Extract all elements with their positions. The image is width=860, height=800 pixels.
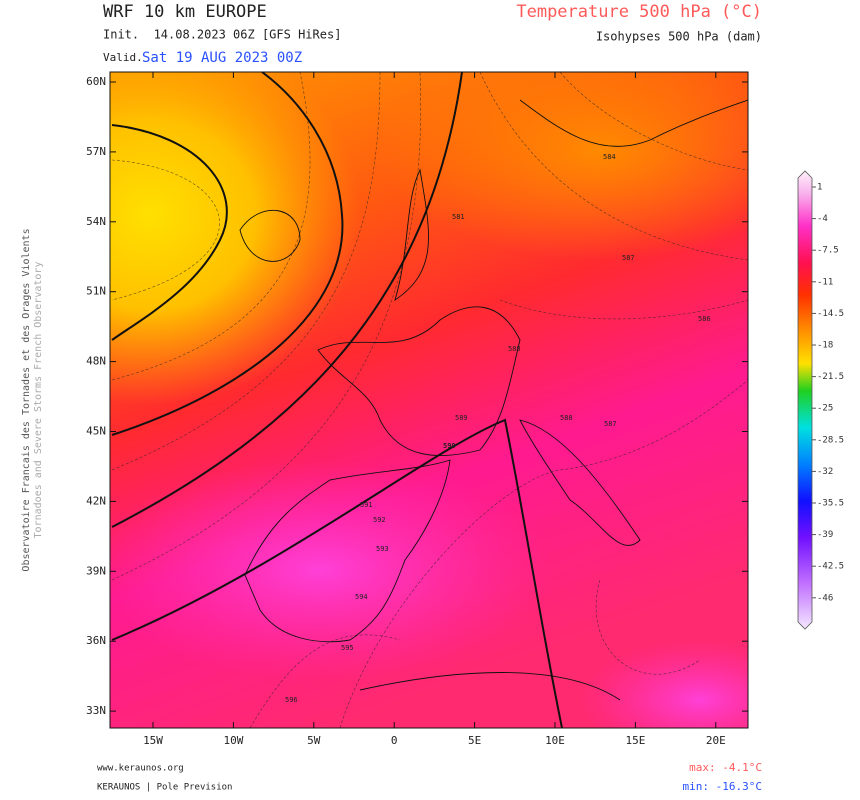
colorbar-label: -21.5 xyxy=(817,372,844,382)
lon-label: 15E xyxy=(625,734,645,747)
colorbar-label: -25 xyxy=(817,404,833,414)
lat-label: 36N xyxy=(86,634,106,647)
lon-label: 20E xyxy=(706,734,726,747)
lat-label: 57N xyxy=(86,145,106,158)
side-text: Observatoire Francais des Tornades et de… xyxy=(21,228,32,571)
map-field: 581 584 587 588 586 589 590 591 592 593 … xyxy=(110,72,748,728)
colorbar-label: -4 xyxy=(817,214,828,224)
colorbar-label: -11 xyxy=(817,277,833,287)
contour-label: 596 xyxy=(285,696,298,704)
contour-label: 584 xyxy=(603,153,616,161)
side-text: Tornadoes and Severe Storms French Obser… xyxy=(33,262,44,539)
lon-label: 10E xyxy=(545,734,565,747)
contour-labels: 581 584 587 588 586 589 590 591 592 593 … xyxy=(285,153,711,704)
contour-label: 590 xyxy=(443,442,456,450)
contour-label: 587 xyxy=(604,420,617,428)
lat-label: 42N xyxy=(86,494,106,507)
contour-label: 588 xyxy=(560,414,573,422)
warm-core xyxy=(580,640,748,728)
contour-title: Isohypses 500 hPa (dam) xyxy=(596,30,762,44)
colorbar-label: 1 xyxy=(817,183,822,193)
contour-label: 595 xyxy=(341,644,354,652)
lat-label: 54N xyxy=(86,215,106,228)
warm-core xyxy=(110,460,550,680)
colorbar-label: -35.5 xyxy=(817,499,844,509)
lat-label: 39N xyxy=(86,564,106,577)
side-credit: Observatoire Francais des Tornades et de… xyxy=(21,228,44,571)
lat-label: 51N xyxy=(86,285,106,298)
init-time: Init. 14.08.2023 06Z [GFS HiRes] xyxy=(103,28,341,42)
cold-core xyxy=(110,72,360,405)
colorbar-label: -42.5 xyxy=(817,562,844,572)
model-title: WRF 10 km EUROPE xyxy=(103,2,267,22)
max-value: max: -4.1°C xyxy=(689,761,762,774)
valid-label: Valid. xyxy=(103,51,143,64)
website: www.keraunos.org xyxy=(97,764,184,774)
lat-label: 33N xyxy=(86,704,106,717)
lon-label: 10W xyxy=(223,734,243,747)
lat-label: 48N xyxy=(86,355,106,368)
lon-label: 5W xyxy=(307,734,321,747)
main-isohypses xyxy=(111,72,563,728)
contour-label: 592 xyxy=(373,516,386,524)
lat-label: 45N xyxy=(86,425,106,438)
contour-label: 593 xyxy=(376,545,389,553)
parameter-title: Temperature 500 hPa (°C) xyxy=(516,2,762,22)
lon-label: 5E xyxy=(468,734,481,747)
lat-label: 60N xyxy=(86,75,106,88)
coastlines xyxy=(239,99,748,701)
lon-label: 15W xyxy=(143,734,163,747)
lon-label: 0 xyxy=(391,734,398,747)
min-value: min: -16.3°C xyxy=(683,780,762,793)
colorbar-label: -28.5 xyxy=(817,435,844,445)
colorbar-label: -46 xyxy=(817,593,833,603)
contour-label: 589 xyxy=(455,414,468,422)
contour-label: 581 xyxy=(452,213,465,221)
colorbar-label: -14.5 xyxy=(817,309,844,319)
map-axes: 60N 57N 54N 51N 48N 45N 42N 39N 36N 33N 15W 10W 5W 0 5… xyxy=(86,72,748,747)
map-frame xyxy=(109,71,749,729)
valid-date: Sat 19 AUG 2023 00Z xyxy=(142,50,302,66)
colorbar-label: -39 xyxy=(817,530,833,540)
contour-label: 588 xyxy=(508,345,521,353)
colorbar-label: -7.5 xyxy=(817,246,839,256)
colorbar xyxy=(797,170,813,630)
contour-label: 586 xyxy=(698,315,711,323)
contour-label: 587 xyxy=(622,254,635,262)
contour-label: 594 xyxy=(355,593,368,601)
contour-label: 591 xyxy=(360,501,373,509)
credit: KERAUNOS | Pole Prevision xyxy=(97,783,232,793)
warm-band xyxy=(380,72,748,260)
colorbar-ticks: 1 -4 -7.5 -11 -14.5 -18 -21.5 -25 -28.5 -32 -35.5 -… xyxy=(812,183,844,603)
colorbar-label: -18 xyxy=(817,341,833,351)
colorbar-label: -32 xyxy=(817,467,833,477)
